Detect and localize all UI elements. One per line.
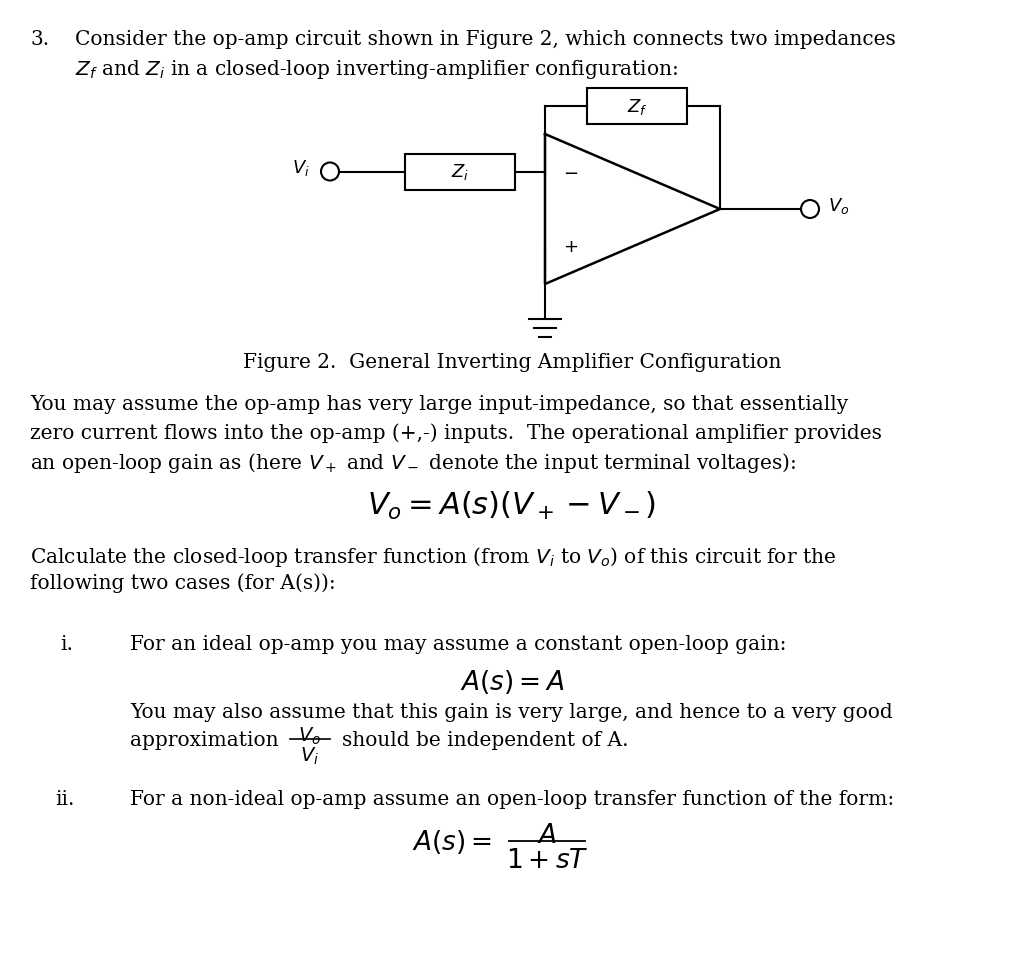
Text: $Z_i$: $Z_i$: [451, 163, 469, 182]
Text: $A(s) = A$: $A(s) = A$: [460, 668, 564, 696]
Text: $1 + sT$: $1 + sT$: [506, 847, 589, 872]
Text: $A(s) =$: $A(s) =$: [412, 828, 492, 855]
Text: $V_o$: $V_o$: [828, 196, 850, 216]
Bar: [406, 154, 515, 190]
Text: following two cases (for A(s)):: following two cases (for A(s)):: [30, 573, 336, 592]
Text: i.: i.: [60, 635, 73, 653]
Text: Figure 2.  General Inverting Amplifier Configuration: Figure 2. General Inverting Amplifier Co…: [243, 353, 781, 372]
Text: Calculate the closed-loop transfer function (from $V_i$ to $V_o$) of this circui: Calculate the closed-loop transfer funct…: [30, 545, 836, 569]
Text: an open-loop gain as (here $V_+$ and $V_-$ denote the input terminal voltages):: an open-loop gain as (here $V_+$ and $V_…: [30, 451, 797, 475]
Bar: [587, 89, 687, 125]
Text: approximation: approximation: [130, 731, 279, 749]
Text: You may assume the op-amp has very large input-impedance, so that essentially: You may assume the op-amp has very large…: [30, 394, 848, 414]
Text: should be independent of A.: should be independent of A.: [342, 731, 629, 749]
Text: $-$: $-$: [563, 164, 579, 181]
Text: $+$: $+$: [563, 238, 579, 256]
Text: $A$: $A$: [538, 822, 557, 847]
Text: You may also assume that this gain is very large, and hence to a very good: You may also assume that this gain is ve…: [130, 703, 893, 721]
Text: $Z_f$: $Z_f$: [627, 97, 647, 117]
Text: For a non-ideal op-amp assume an open-loop transfer function of the form:: For a non-ideal op-amp assume an open-lo…: [130, 789, 894, 808]
Text: $V_i$: $V_i$: [292, 158, 310, 178]
Text: 3.: 3.: [30, 30, 49, 49]
Text: ii.: ii.: [55, 789, 75, 808]
Text: Consider the op-amp circuit shown in Figure 2, which connects two impedances: Consider the op-amp circuit shown in Fig…: [75, 30, 896, 49]
Text: $V_o = A(s)(V_+ - V_-)$: $V_o = A(s)(V_+ - V_-)$: [368, 489, 656, 521]
Text: zero current flows into the op-amp (+,-) inputs.  The operational amplifier prov: zero current flows into the op-amp (+,-)…: [30, 422, 882, 442]
Text: For an ideal op-amp you may assume a constant open-loop gain:: For an ideal op-amp you may assume a con…: [130, 635, 786, 653]
Text: $V_i$: $V_i$: [300, 745, 319, 766]
Text: $Z_f$ and $Z_i$ in a closed-loop inverting-amplifier configuration:: $Z_f$ and $Z_i$ in a closed-loop inverti…: [75, 58, 678, 81]
Text: $V_o$: $V_o$: [298, 725, 322, 746]
